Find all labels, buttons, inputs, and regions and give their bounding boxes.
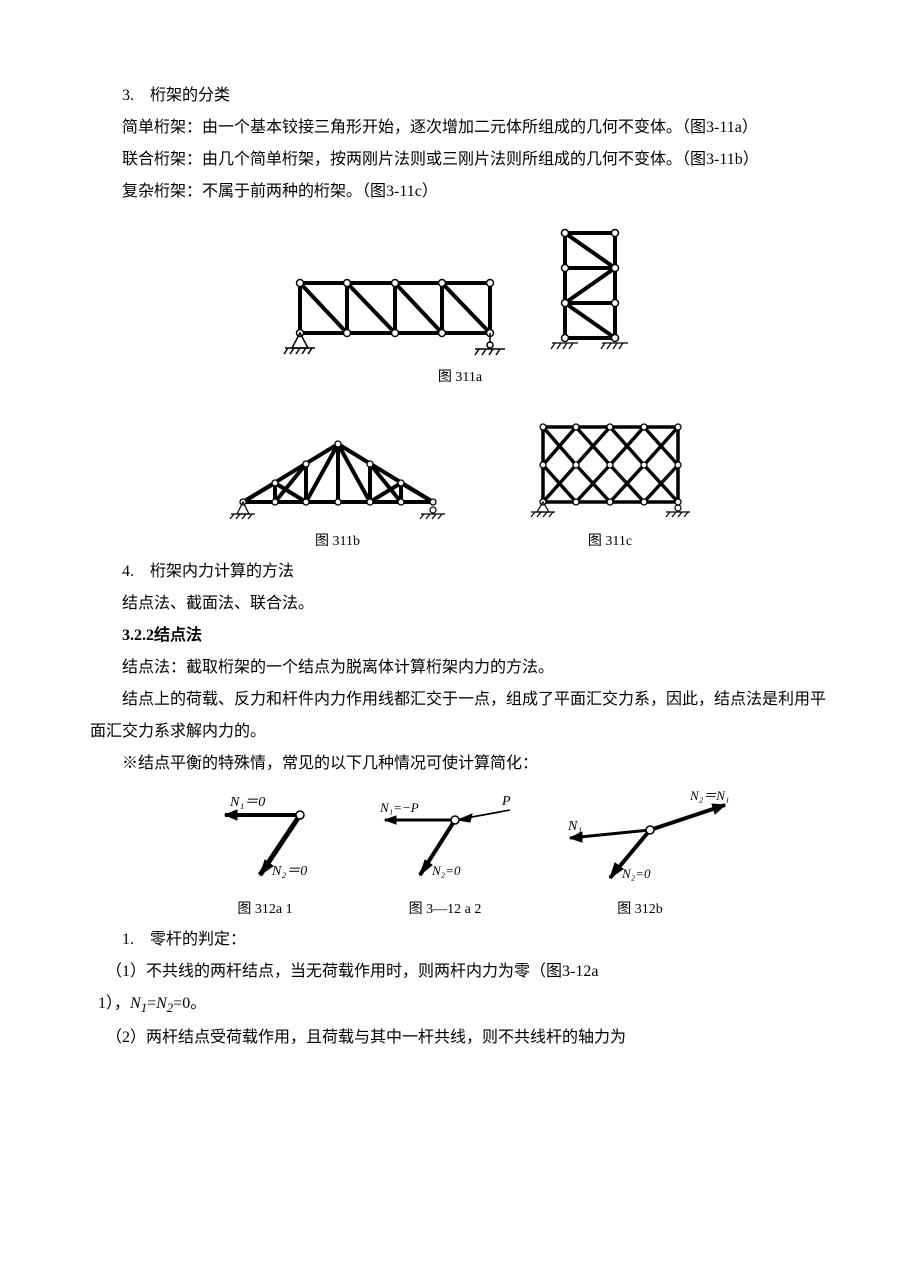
fig-312b-caption: 图 312b	[617, 896, 663, 924]
section3-num: 3.	[122, 87, 134, 104]
fig-312b: N₁ N₂＝N₁ N₂=0 图 312b	[540, 790, 740, 924]
section3-p1: 简单桁架：由一个基本铰接三角形开始，逐次增加二元体所组成的几何不变体。（图3-1…	[90, 112, 830, 144]
p1-end: =0。	[173, 995, 206, 1012]
fig-312a1: N₁＝0 N₂＝0 图 312a 1	[180, 790, 350, 924]
section4-num: 4.	[122, 563, 134, 580]
truss-311a-right-svg	[540, 218, 640, 358]
node-312a1-svg: N₁＝0 N₂＝0	[180, 790, 350, 890]
section1b-num: 1.	[122, 931, 134, 948]
node-312b-svg: N₁ N₂＝N₁ N₂=0	[540, 790, 740, 890]
section1b-p2: （2）两杆结点受荷载作用，且荷载与其中一杆共线，则不共线杆的轴力为	[90, 1022, 830, 1054]
fig-311c-caption: 图 311c	[588, 528, 632, 556]
label-p: P	[501, 794, 511, 809]
fig-311a-right	[540, 218, 640, 358]
label-n2eq0c: N₂=0	[621, 866, 651, 881]
node-312a2-svg: N₁=−P P N₂=0	[360, 790, 530, 890]
label-n2eq0b: N₂=0	[431, 863, 461, 878]
label-n1: N₁	[567, 819, 582, 834]
n2-var: N	[156, 995, 167, 1012]
fig-311b-caption: 图 311b	[315, 528, 360, 556]
fig-312a2-caption: 图 3—12 a 2	[409, 896, 482, 924]
section4-p1: 结点法、截面法、联合法。	[90, 588, 830, 620]
section1b-heading: 1. 零杆的判定：	[90, 924, 830, 956]
fig-311a-left	[280, 263, 510, 358]
p1-suf: 1），	[98, 995, 130, 1012]
label-n1eqP: N₁=−P	[379, 800, 419, 815]
truss-311c-svg	[528, 412, 693, 522]
fig-311b: 图 311b	[228, 432, 448, 556]
section4-title: 桁架内力计算的方法	[150, 563, 294, 580]
p322-3: ※结点平衡的特殊情，常见的以下几种情况可使计算简化：	[90, 748, 830, 780]
n1-sub: 1	[141, 1001, 147, 1015]
section4-heading: 4. 桁架内力计算的方法	[90, 556, 830, 588]
fig-311a-caption: 图 311a	[90, 364, 830, 392]
section3-heading: 3. 桁架的分类	[90, 80, 830, 112]
truss-311b-svg	[228, 432, 448, 522]
n1-var: N	[130, 995, 141, 1012]
fig-311c: 图 311c	[528, 412, 693, 556]
p322-2: 结点上的荷载、反力和杆件内力作用线都汇交于一点，组成了平面汇交力系，因此，结点法…	[90, 684, 830, 748]
figure-row-312: N₁＝0 N₂＝0 图 312a 1 N₁=−P P N₂=0 图 3—12 a…	[90, 790, 830, 924]
section1b-p1a: （1）不共线的两杆结点，当无荷载作用时，则两杆内力为零（图3-12a	[90, 956, 830, 988]
section1b-p1b: 1），N1=N2=0。	[90, 988, 830, 1022]
fig-312a1-caption: 图 312a 1	[237, 896, 292, 924]
heading-322: 3.2.2结点法	[90, 620, 830, 652]
figure-row-311bc: 图 311b	[90, 412, 830, 556]
label-n1eq0: N₁＝0	[229, 795, 265, 810]
section3-p2: 联合桁架：由几个简单桁架，按两刚片法则或三刚片法则所组成的几何不变体。（图3-1…	[90, 144, 830, 176]
label-n2eqN1: N₂＝N₁	[689, 790, 729, 803]
truss-311a-left-svg	[280, 263, 510, 358]
section3-title: 桁架的分类	[150, 87, 230, 104]
section1b-title: 零杆的判定：	[150, 931, 246, 948]
section3-p3: 复杂桁架：不属于前两种的桁架。（图3-11c）	[90, 176, 830, 208]
figure-row-311a	[90, 218, 830, 358]
label-n2eq0: N₂＝0	[271, 864, 307, 879]
p322-1: 结点法：截取桁架的一个结点为脱离体计算桁架内力的方法。	[90, 652, 830, 684]
fig-312a2: N₁=−P P N₂=0 图 3—12 a 2	[360, 790, 530, 924]
